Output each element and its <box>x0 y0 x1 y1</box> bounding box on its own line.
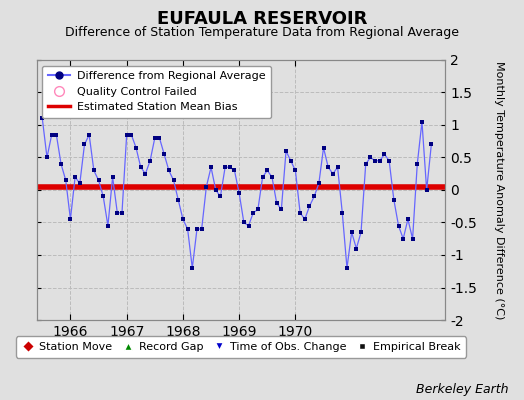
Point <box>155 135 163 141</box>
Point <box>371 158 379 164</box>
Legend: Difference from Regional Average, Quality Control Failed, Estimated Station Mean: Difference from Regional Average, Qualit… <box>42 66 271 118</box>
Point <box>160 151 168 158</box>
Point <box>146 158 154 164</box>
Point <box>272 200 281 206</box>
Point <box>329 170 337 177</box>
Point <box>244 222 253 229</box>
Point <box>324 164 332 170</box>
Point <box>71 174 79 180</box>
Point <box>343 265 351 271</box>
Point <box>395 222 403 229</box>
Point <box>310 193 319 200</box>
Point <box>85 132 93 138</box>
Point <box>174 196 182 203</box>
Point <box>188 265 196 271</box>
Point <box>90 167 98 174</box>
Point <box>127 132 136 138</box>
Point <box>249 210 257 216</box>
Point <box>427 141 435 148</box>
Point <box>287 158 295 164</box>
Point <box>43 154 51 161</box>
Point <box>104 222 112 229</box>
Point <box>399 236 407 242</box>
Point <box>75 180 84 187</box>
Point <box>254 206 262 213</box>
Point <box>212 187 220 193</box>
Point <box>338 210 346 216</box>
Point <box>198 226 206 232</box>
Point <box>333 164 342 170</box>
Point <box>380 151 389 158</box>
Point <box>113 210 122 216</box>
Point <box>347 229 356 236</box>
Point <box>137 164 145 170</box>
Point <box>118 210 126 216</box>
Y-axis label: Monthly Temperature Anomaly Difference (°C): Monthly Temperature Anomaly Difference (… <box>494 61 504 319</box>
Point <box>132 144 140 151</box>
Point <box>277 206 286 213</box>
Point <box>362 161 370 167</box>
Point <box>52 132 61 138</box>
Legend: Station Move, Record Gap, Time of Obs. Change, Empirical Break: Station Move, Record Gap, Time of Obs. C… <box>16 336 466 358</box>
Point <box>226 164 234 170</box>
Point <box>235 190 243 196</box>
Point <box>296 210 304 216</box>
Point <box>291 167 300 174</box>
Point <box>422 187 431 193</box>
Point <box>66 216 74 222</box>
Point <box>150 135 159 141</box>
Point <box>319 144 328 151</box>
Point <box>179 216 187 222</box>
Point <box>165 167 173 174</box>
Point <box>216 193 225 200</box>
Point <box>390 196 398 203</box>
Point <box>352 245 361 252</box>
Point <box>403 216 412 222</box>
Point <box>305 203 314 210</box>
Point <box>207 164 215 170</box>
Point <box>57 161 66 167</box>
Point <box>99 193 107 200</box>
Point <box>141 170 150 177</box>
Point <box>108 174 117 180</box>
Point <box>408 236 417 242</box>
Point <box>366 154 375 161</box>
Point <box>376 158 384 164</box>
Point <box>258 174 267 180</box>
Point <box>385 158 394 164</box>
Text: Berkeley Earth: Berkeley Earth <box>416 383 508 396</box>
Point <box>282 148 290 154</box>
Point <box>413 161 421 167</box>
Point <box>301 216 309 222</box>
Point <box>61 177 70 184</box>
Point <box>268 174 276 180</box>
Text: EUFAULA RESERVOIR: EUFAULA RESERVOIR <box>157 10 367 28</box>
Point <box>221 164 230 170</box>
Point <box>230 167 238 174</box>
Point <box>202 184 211 190</box>
Point <box>94 177 103 184</box>
Point <box>239 219 248 226</box>
Text: Difference of Station Temperature Data from Regional Average: Difference of Station Temperature Data f… <box>65 26 459 39</box>
Point <box>193 226 201 232</box>
Point <box>357 229 365 236</box>
Point <box>314 180 323 187</box>
Point <box>38 115 47 122</box>
Point <box>263 167 271 174</box>
Point <box>169 177 178 184</box>
Point <box>183 226 192 232</box>
Point <box>123 132 131 138</box>
Point <box>80 141 89 148</box>
Point <box>418 118 426 125</box>
Point <box>48 132 56 138</box>
